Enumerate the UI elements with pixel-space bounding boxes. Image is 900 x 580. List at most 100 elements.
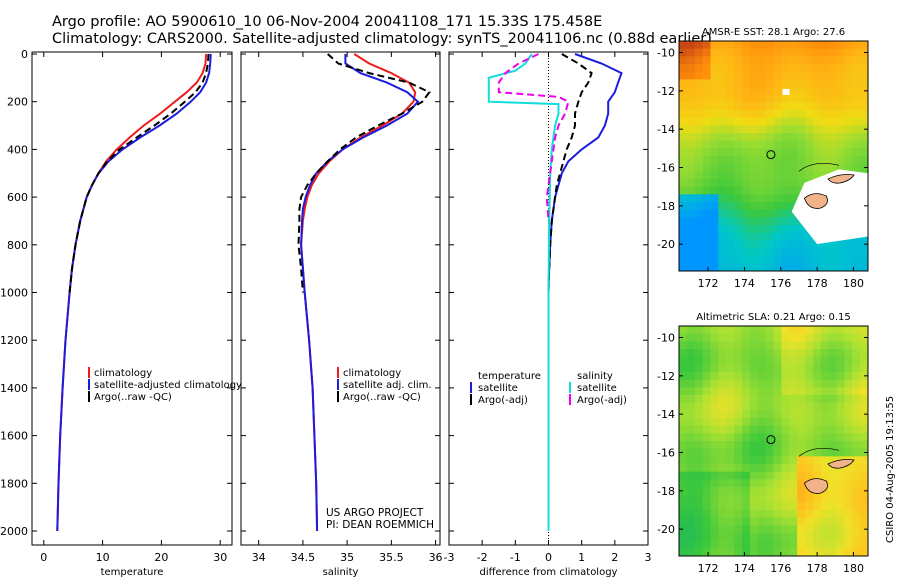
field-cell (773, 79, 782, 88)
field-cell (836, 379, 845, 388)
field-cell (812, 148, 822, 157)
field-cell (765, 517, 775, 526)
field-cell (836, 418, 845, 427)
field-cell (797, 110, 806, 119)
field-cell (734, 102, 743, 111)
field-cell (757, 525, 767, 534)
field-cell (734, 326, 743, 335)
field-cell (828, 402, 838, 411)
field-cell (797, 117, 806, 126)
field-cell (805, 71, 814, 80)
field-cell (773, 186, 782, 195)
field-cell (805, 263, 814, 272)
map-x-tick-label: 174 (734, 562, 755, 575)
field-cell (686, 41, 696, 50)
field-cell (805, 110, 814, 119)
series-line-1 (300, 53, 417, 532)
field-cell (679, 171, 688, 180)
field-cell (789, 448, 798, 457)
field-cell (718, 263, 727, 272)
field-cell (852, 240, 861, 249)
field-cell (686, 240, 696, 249)
field-cell (789, 79, 798, 88)
field-cell (726, 263, 735, 272)
field-cell (805, 379, 814, 388)
field-cell (836, 326, 845, 335)
field-cell (773, 456, 782, 465)
field-cell (765, 341, 775, 350)
field-cell (836, 425, 845, 434)
field-cell (726, 494, 735, 503)
field-cell (726, 102, 735, 111)
field-cell (805, 341, 814, 350)
field-cell (734, 502, 743, 511)
legend-label: satellite (577, 383, 617, 394)
field-cell (836, 510, 845, 519)
field-cell (749, 341, 759, 350)
field-cell (789, 255, 798, 264)
field-cell (718, 333, 727, 342)
field-cell (852, 102, 861, 111)
field-cell (742, 263, 751, 272)
field-cell (686, 448, 696, 457)
field-cell (679, 479, 688, 488)
field-cell (757, 379, 767, 388)
field-cell (742, 517, 751, 526)
field-cell (860, 341, 869, 350)
field-cell (860, 326, 869, 335)
field-cell (679, 240, 688, 249)
field-cell (734, 79, 743, 88)
field-cell (844, 379, 853, 388)
x-axis-label: salinity (323, 567, 359, 578)
field-cell (694, 479, 704, 488)
field-cell (710, 356, 719, 365)
field-cell (694, 533, 704, 542)
field-cell (781, 217, 790, 226)
field-cell (686, 110, 696, 119)
field-cell (679, 441, 688, 450)
field-cell (812, 517, 822, 526)
field-cell (765, 379, 775, 388)
field-cell (789, 441, 798, 450)
x-tick-label: 2 (611, 551, 618, 564)
field-cell (749, 510, 759, 519)
field-cell (710, 94, 719, 103)
field-cell (781, 387, 790, 396)
field-cell (734, 94, 743, 103)
legend-label: satellite (478, 383, 518, 394)
field-cell (820, 533, 830, 542)
credit-line-1: US ARGO PROJECT (326, 507, 424, 519)
field-cell (679, 540, 688, 549)
field-cell (742, 418, 751, 427)
field-cell (789, 341, 798, 350)
field-cell (757, 356, 767, 365)
field-cell (812, 56, 822, 65)
y-tick-label: 600 (7, 191, 28, 204)
field-cell (797, 148, 806, 157)
field-cell (742, 540, 751, 549)
map-y-tick-label: -10 (657, 47, 675, 60)
field-cell (820, 117, 830, 126)
field-cell (702, 94, 712, 103)
field-cell (805, 364, 814, 373)
field-cell (749, 502, 759, 511)
field-cell (844, 148, 853, 157)
field-cell (836, 148, 845, 157)
field-cell (773, 402, 782, 411)
field-cell (694, 471, 704, 480)
field-cell (773, 533, 782, 542)
field-cell (749, 525, 759, 534)
field-cell (749, 56, 759, 65)
field-cell (718, 540, 727, 549)
field-cell (718, 410, 727, 419)
field-cell (773, 171, 782, 180)
field-cell (702, 395, 712, 404)
field-cell (773, 410, 782, 419)
field-cell (679, 156, 688, 165)
field-cell (679, 425, 688, 434)
field-cell (702, 356, 712, 365)
field-cell (781, 71, 790, 80)
island-vanua-levu (827, 174, 855, 184)
field-cell (781, 525, 790, 534)
field-cell (710, 548, 719, 557)
